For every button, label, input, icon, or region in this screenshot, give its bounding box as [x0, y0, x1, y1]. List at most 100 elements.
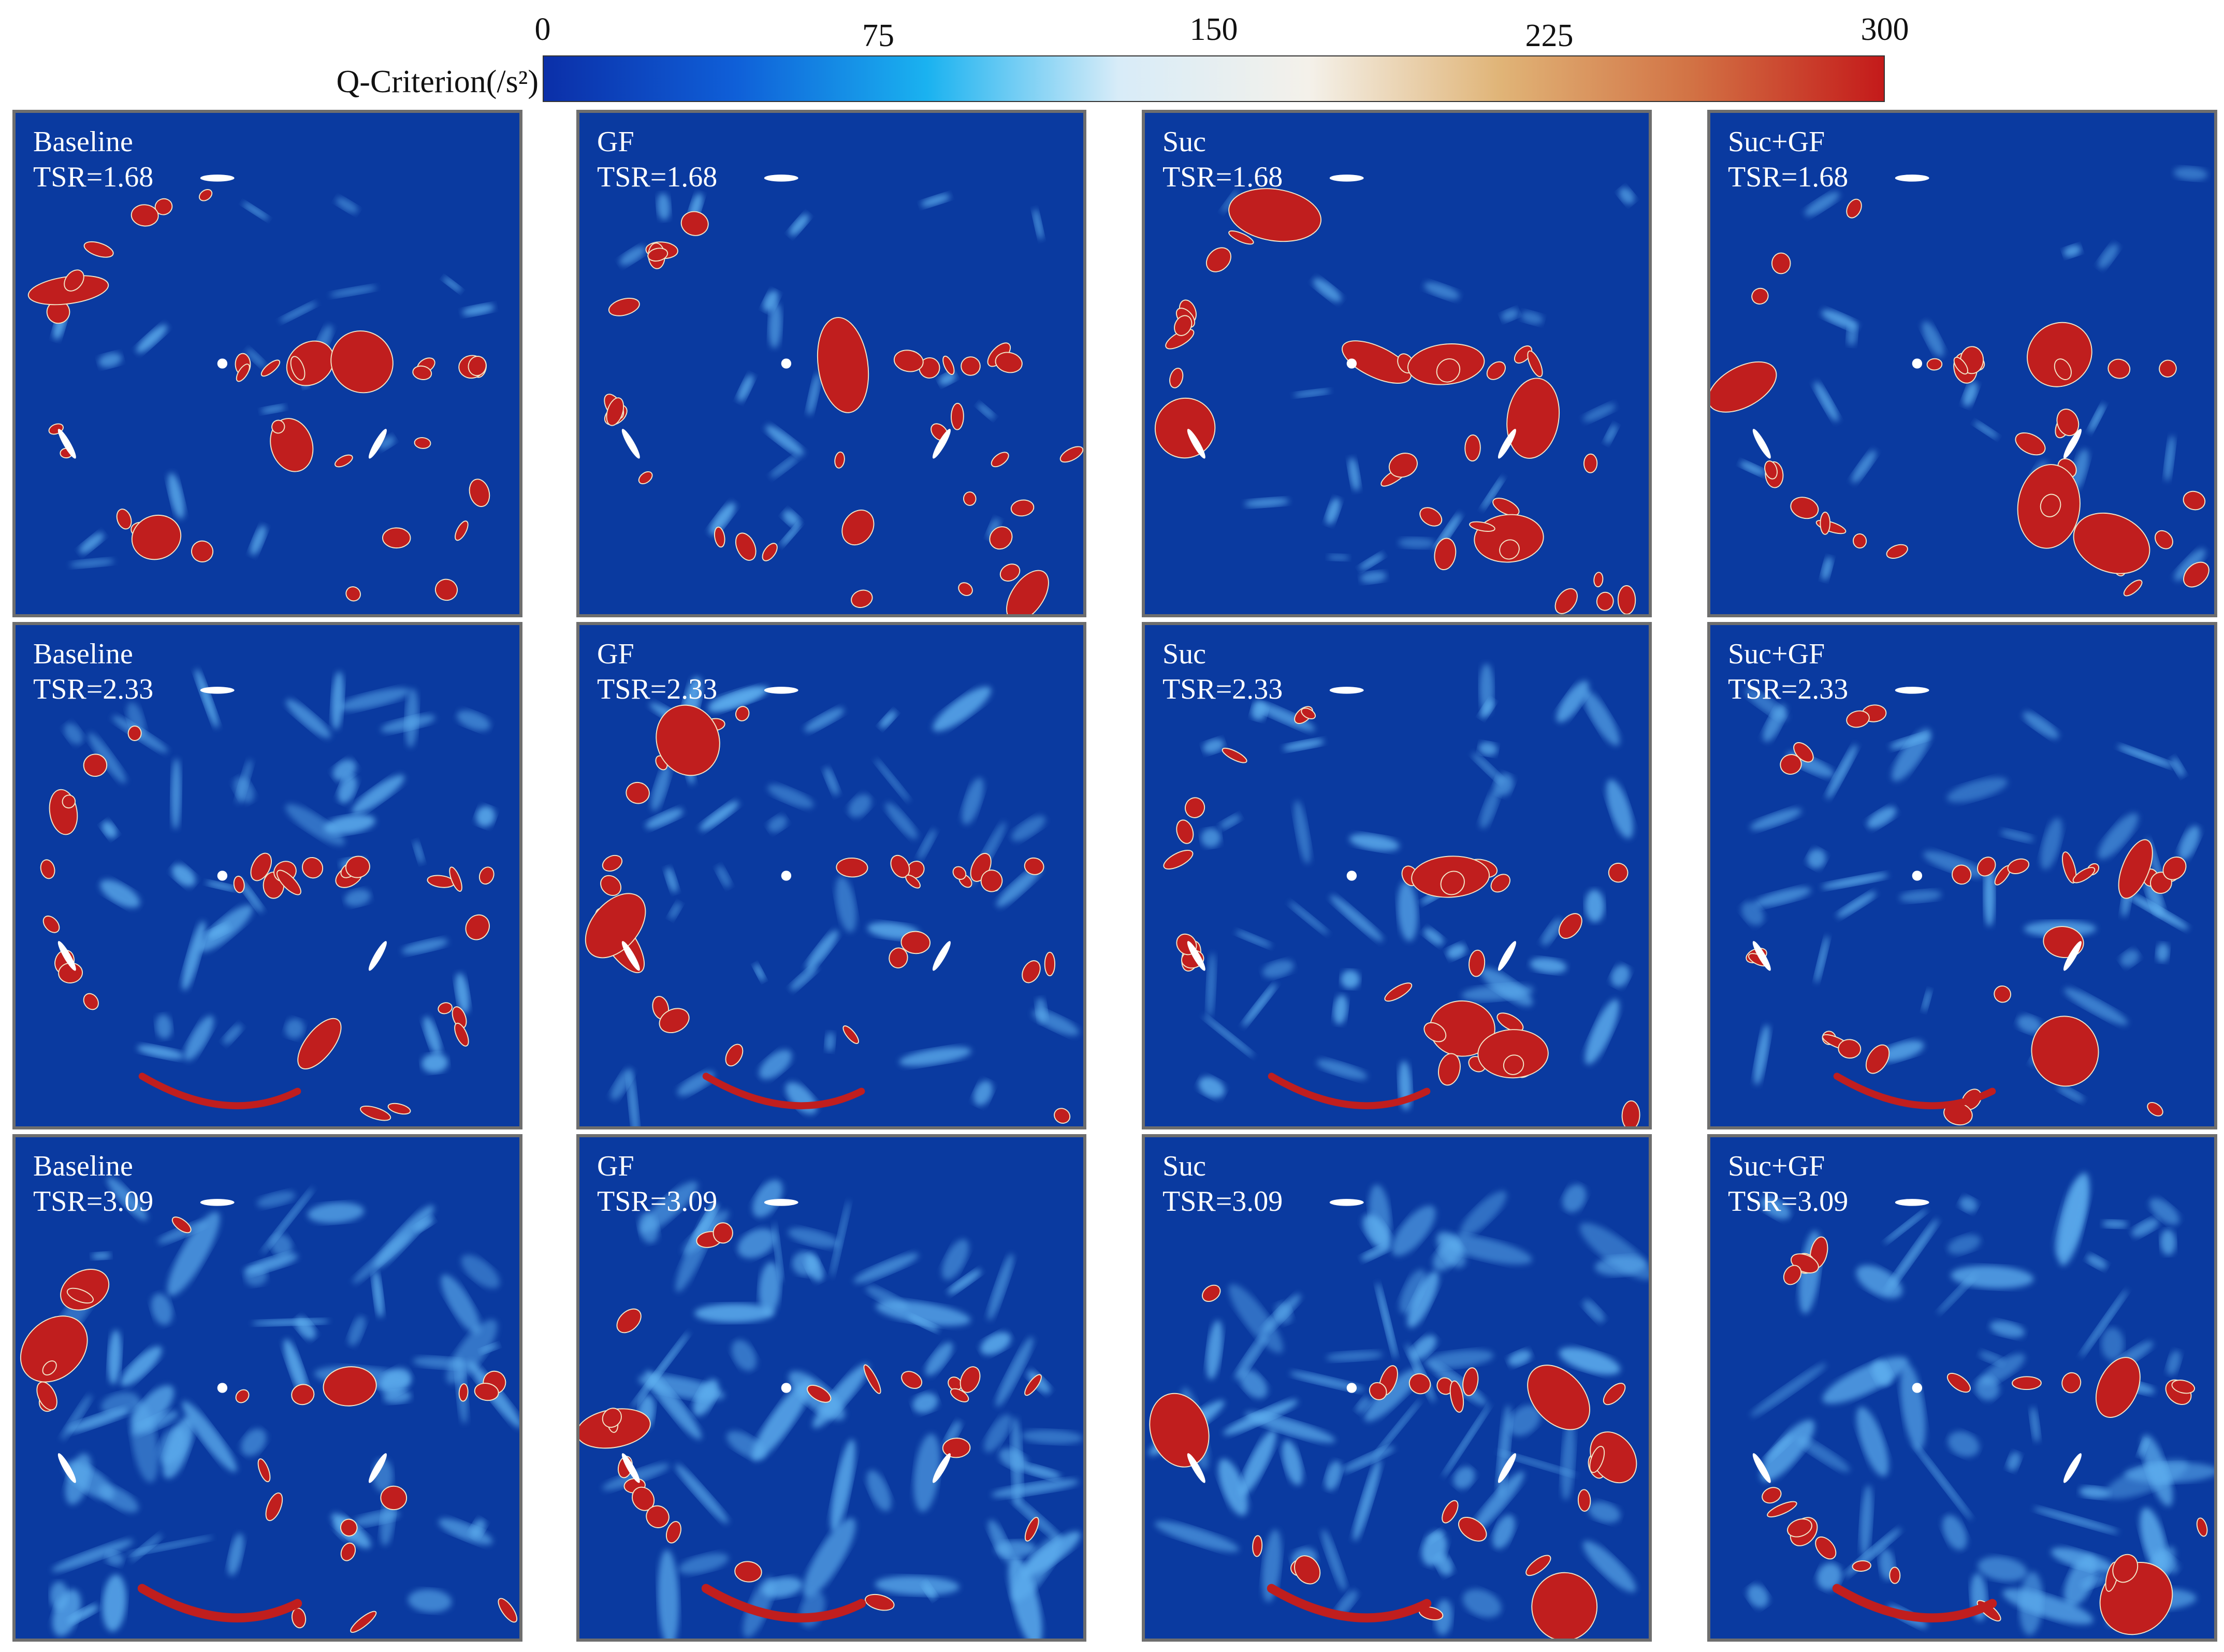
weak-vortex — [824, 767, 839, 796]
weak-vortex — [1815, 935, 1829, 983]
weak-vortex — [372, 1270, 384, 1318]
weak-vortex — [1760, 1419, 1815, 1482]
strong-vortex — [626, 781, 650, 804]
weak-vortex — [1242, 983, 1277, 1027]
strong-vortex — [1436, 358, 1461, 383]
strong-vortex — [1294, 1555, 1321, 1585]
weak-vortex — [1492, 1515, 1515, 1549]
strong-vortex — [1889, 1567, 1901, 1584]
weak-vortex — [352, 775, 405, 814]
strong-vortex — [1163, 849, 1194, 870]
strong-vortex — [680, 211, 709, 236]
panel-sucgf-tsr168: Suc+GF TSR=1.68 — [1707, 110, 2217, 617]
weak-vortex — [1856, 1265, 1902, 1298]
weak-vortex — [866, 1286, 908, 1310]
panel-label: Baseline TSR=2.33 — [33, 636, 153, 707]
weak-vortex — [773, 1222, 783, 1283]
strong-vortex — [1787, 1518, 1812, 1538]
strong-vortex — [1820, 512, 1831, 535]
strong-vortex — [1228, 188, 1322, 242]
strong-vortex — [865, 1593, 895, 1611]
turbine-blade — [1329, 1199, 1364, 1206]
strong-vortex — [323, 1366, 377, 1407]
strong-vortex — [1442, 1500, 1459, 1524]
weak-vortex — [1585, 999, 1619, 1065]
weak-vortex — [455, 973, 470, 1014]
weak-vortex — [1764, 1434, 1794, 1462]
strong-vortex — [412, 365, 432, 380]
weak-vortex — [912, 1393, 938, 1413]
weak-vortex — [344, 889, 371, 906]
weak-vortex — [462, 304, 495, 316]
strong-vortex — [1865, 1044, 1890, 1074]
strong-vortex — [713, 1222, 733, 1244]
turbine-blade — [1912, 1383, 1923, 1393]
flow-field — [20, 1177, 519, 1636]
weak-vortex — [942, 1239, 969, 1280]
weak-vortex — [1342, 1446, 1395, 1472]
weak-vortex — [1885, 1219, 1939, 1294]
colorbar-gradient — [543, 55, 1885, 102]
weak-vortex — [106, 1551, 124, 1566]
weak-vortex — [401, 938, 448, 954]
strong-vortex — [842, 1025, 859, 1044]
weak-vortex — [2102, 1220, 2128, 1228]
weak-vortex — [339, 688, 410, 711]
weak-vortex — [1439, 1234, 1532, 1265]
strong-vortex — [1469, 949, 1486, 977]
weak-vortex — [1360, 571, 1387, 583]
strong-vortex — [1469, 521, 1495, 532]
strong-vortex — [1577, 1489, 1591, 1512]
strong-vortex — [36, 1381, 57, 1411]
weak-vortex — [939, 372, 956, 385]
weak-vortex — [1821, 310, 1858, 329]
weak-vortex — [2080, 1574, 2107, 1589]
strong-vortex — [270, 418, 314, 472]
tsr-label: TSR=2.33 — [1162, 673, 1283, 705]
turbine-blade — [781, 358, 792, 369]
weak-vortex — [98, 353, 122, 368]
weak-vortex — [1460, 1191, 1507, 1237]
weak-vortex — [443, 277, 462, 292]
weak-vortex — [171, 758, 181, 830]
weak-vortex — [875, 759, 910, 802]
turbine-blade — [368, 941, 387, 971]
weak-vortex — [2030, 1407, 2040, 1442]
weak-vortex — [1012, 1534, 1062, 1602]
weak-vortex — [1754, 887, 1811, 907]
weak-vortex — [227, 1533, 244, 1576]
strong-vortex — [2054, 358, 2072, 380]
strong-vortex — [901, 1371, 923, 1389]
weak-vortex — [804, 707, 845, 732]
strong-vortex — [1154, 397, 1216, 459]
weak-vortex — [2064, 988, 2128, 1025]
weak-vortex — [2000, 830, 2034, 842]
strong-vortex — [1059, 446, 1083, 463]
strong-vortex — [257, 1458, 271, 1483]
panel-sucgf-tsr233: Suc+GF TSR=2.33 — [1707, 622, 2217, 1129]
strong-vortex — [465, 914, 490, 940]
weak-vortex — [1202, 738, 1225, 753]
weak-vortex — [1481, 477, 1504, 510]
turbine-blade — [368, 1453, 387, 1483]
weak-vortex — [1407, 1271, 1439, 1328]
turbine-blade — [1498, 941, 1516, 971]
strong-vortex — [2027, 322, 2092, 387]
weak-vortex — [645, 808, 684, 829]
strong-vortex — [851, 589, 873, 608]
case-label: Baseline — [33, 126, 133, 158]
strong-vortex — [345, 856, 370, 878]
strong-vortex — [468, 356, 487, 376]
panel-gf-tsr309: GF TSR=3.09 — [576, 1134, 1086, 1642]
strong-vortex — [1176, 819, 1194, 844]
weak-vortex — [107, 1177, 148, 1221]
turbine-blade — [1895, 175, 1929, 182]
weak-vortex — [2104, 1459, 2188, 1499]
strong-vortex — [1764, 460, 1778, 480]
weak-vortex — [285, 1018, 304, 1039]
weak-vortex — [726, 1431, 766, 1459]
strong-vortex — [1617, 585, 1636, 614]
weak-vortex — [1867, 807, 1897, 829]
weak-vortex — [1206, 952, 1216, 1017]
weak-vortex — [1899, 890, 1942, 903]
